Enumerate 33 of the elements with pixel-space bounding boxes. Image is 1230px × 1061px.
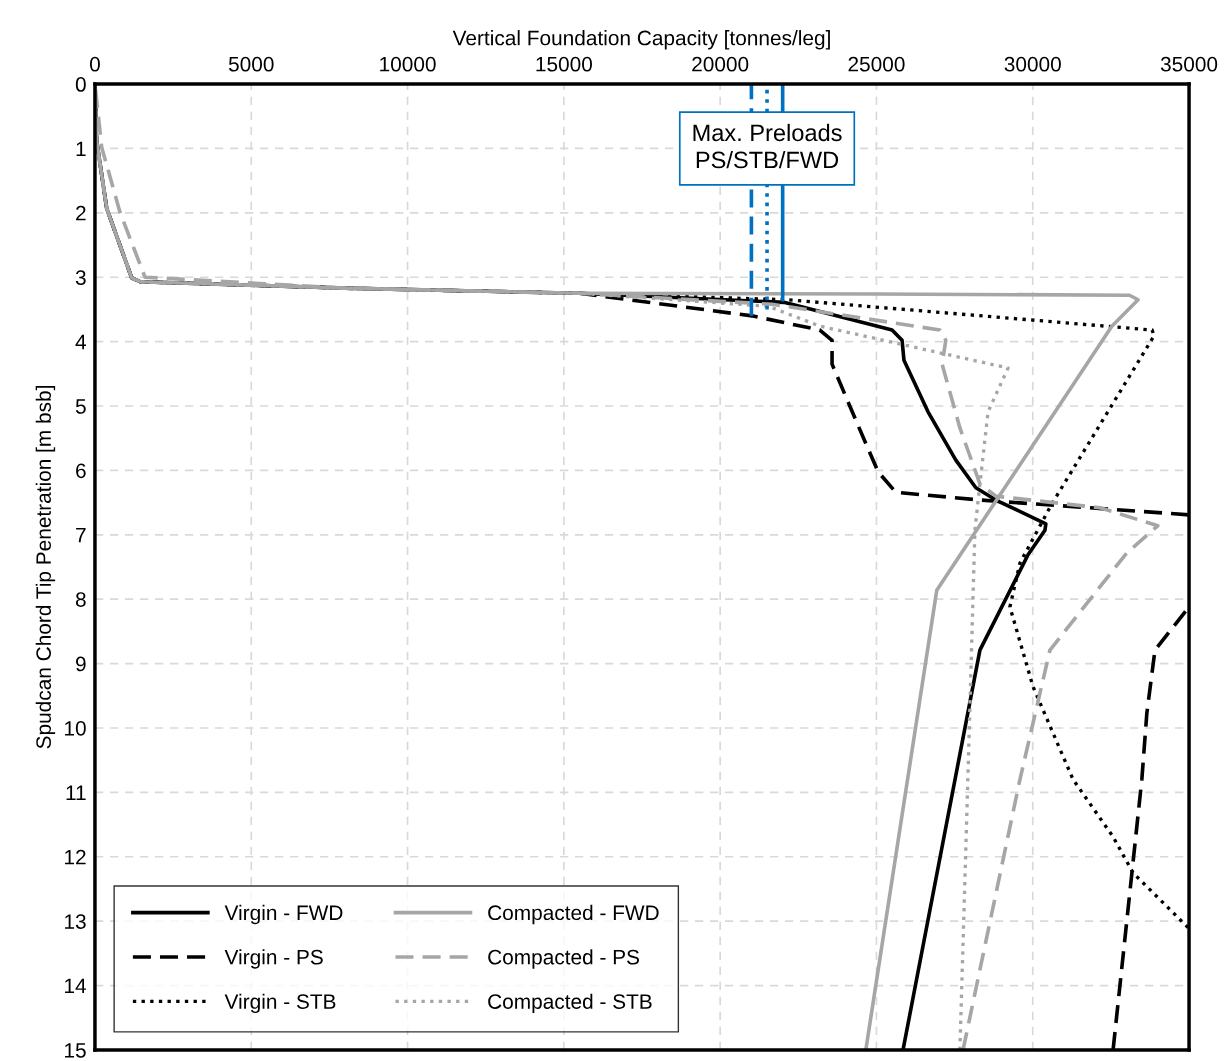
y-tick-label: 9 xyxy=(76,656,86,672)
y-tick-label: 1 xyxy=(76,141,86,156)
x-tick-label: 20000 xyxy=(692,56,749,72)
y-tick-label: 14 xyxy=(65,978,87,994)
y-tick-label: 11 xyxy=(66,785,86,800)
x-tick-label: 25000 xyxy=(848,56,905,72)
x-tick-label: 0 xyxy=(89,56,100,72)
x-tick-label: 10000 xyxy=(380,56,436,72)
legend-label: Virgin - PS xyxy=(224,949,323,969)
annotation: Max. Preloads PS/STB/FWD xyxy=(693,123,842,169)
y-tick-label: 0 xyxy=(75,77,86,92)
y-tick-label: 13 xyxy=(65,914,86,929)
y-tick-label: 7 xyxy=(76,528,86,543)
legend-label: Compacted - STB xyxy=(488,993,652,1014)
legend-label: Virgin - FWD xyxy=(224,904,343,925)
legend-label: Compacted - PS xyxy=(488,949,640,969)
x-axis-title: Vertical Foundation Capacity [tonnes/leg] xyxy=(452,30,830,50)
y-tick-label: 4 xyxy=(75,334,87,350)
y-tick-label: 15 xyxy=(65,1043,86,1058)
y-tick-label: 6 xyxy=(76,463,86,479)
y-tick-label: 10 xyxy=(65,720,86,736)
x-tick-label: 30000 xyxy=(1004,56,1061,72)
y-tick-label: 8 xyxy=(75,592,86,607)
legend-label: Compacted - FWD xyxy=(488,904,659,925)
y-axis-title: Spudcan Chord Tip Penetration [m bsb] xyxy=(35,386,56,749)
y-tick-label: 3 xyxy=(75,270,86,285)
x-tick-label: 35000 xyxy=(1160,56,1218,72)
legend-label: Virgin - STB xyxy=(224,993,336,1014)
x-tick-label: 5000 xyxy=(228,56,274,72)
x-tick-label: 15000 xyxy=(536,56,592,72)
y-tick-label: 12 xyxy=(65,849,86,865)
y-tick-label: 2 xyxy=(76,205,86,221)
y-tick-label: 5 xyxy=(75,399,86,414)
